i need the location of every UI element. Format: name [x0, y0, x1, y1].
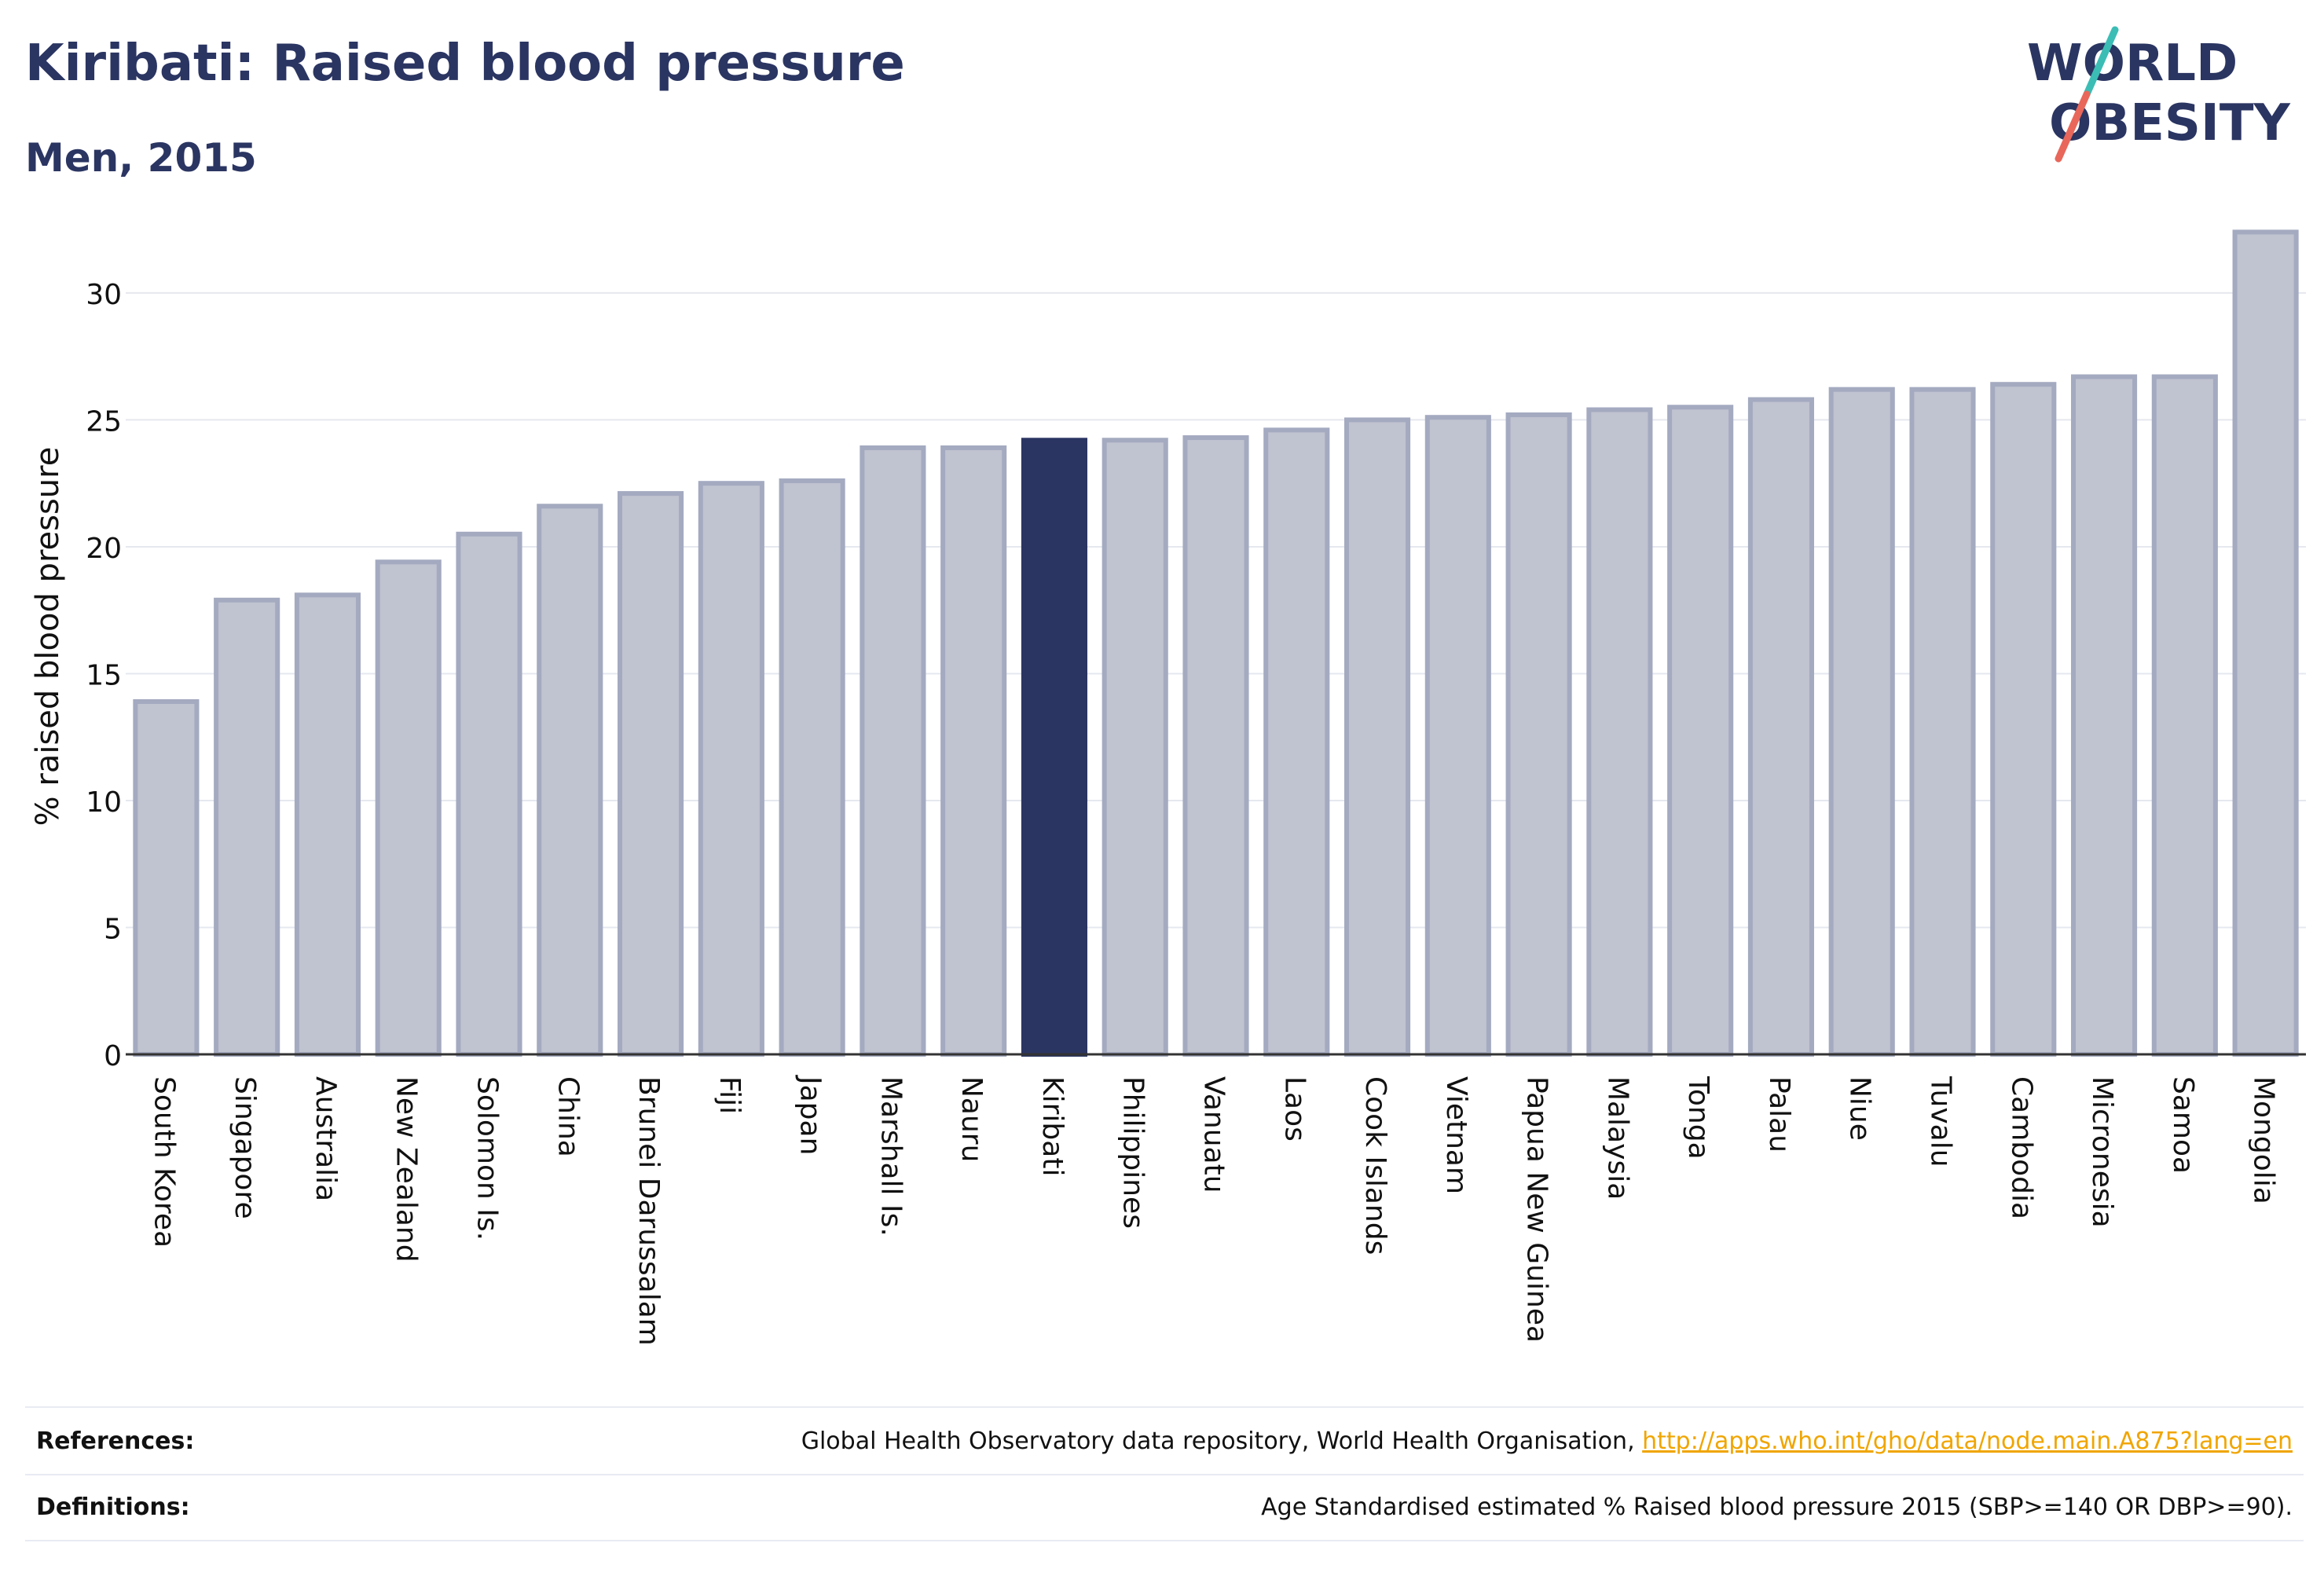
x-tick-label: New Zealand [390, 1076, 423, 1263]
bar-brunei-darussalam[interactable] [618, 491, 684, 1057]
x-tick-label: Philippines [1117, 1076, 1149, 1229]
chart-subtitle: Men, 2015 [25, 135, 257, 181]
x-tick-label: Australia [310, 1076, 342, 1201]
bar-palau[interactable] [1747, 397, 1815, 1057]
definitions-label: Definitions: [36, 1493, 190, 1521]
x-tick-label: Cambodia [2005, 1076, 2037, 1219]
y-tick-label: 10 [86, 786, 122, 819]
x-tick-label: Vietnam [1440, 1076, 1472, 1194]
logo-slash-bottom [2055, 90, 2091, 163]
references-row: References: Global Health Observatory da… [25, 1409, 2304, 1472]
x-tick-label: Papua New Guinea [1521, 1076, 1553, 1343]
bar-mongolia[interactable] [2232, 229, 2299, 1057]
x-axis: South Korea Singapore Australia New Zealand… [126, 1053, 2306, 1346]
definitions-row: Definitions: Age Standardised estimated … [25, 1475, 2304, 1538]
footer-rule-middle [25, 1474, 2304, 1475]
x-tick-label: Nauru [955, 1076, 988, 1162]
bar-vanuatu[interactable] [1182, 435, 1249, 1057]
x-tick-label: Marshall Is. [874, 1076, 907, 1237]
x-tick-label: Brunei Darussalam [632, 1076, 665, 1346]
references-link[interactable]: http://apps.who.int/gho/data/node.main.A… [1642, 1427, 2293, 1455]
y-axis-label: % raised blood pressure [30, 447, 66, 826]
x-tick-label: Solomon Is. [471, 1076, 504, 1241]
bars [133, 229, 2299, 1057]
bar-china[interactable] [537, 504, 603, 1057]
world-obesity-logo: WORLD OBESITY [2027, 26, 2290, 163]
bar-malaysia[interactable] [1586, 407, 1653, 1057]
bar-australia[interactable] [294, 592, 361, 1057]
x-tick-label: Kiribati [1036, 1076, 1069, 1176]
logo-line-1: WORLD [2027, 35, 2238, 93]
bar-cook-islands[interactable] [1344, 417, 1411, 1057]
x-tick-label: Samoa [2167, 1076, 2199, 1174]
x-tick-label: Niue [1844, 1076, 1876, 1141]
bar-new-zealand[interactable] [375, 559, 442, 1057]
x-tick-label: Vanuatu [1198, 1076, 1230, 1193]
x-tick-label: South Korea [148, 1076, 180, 1248]
x-tick-label: Japan [794, 1075, 827, 1155]
bar-vietnam[interactable] [1424, 415, 1491, 1057]
bar-cambodia[interactable] [1990, 382, 2057, 1057]
bar-niue[interactable] [1828, 387, 1895, 1057]
y-tick-label: 30 [86, 279, 122, 311]
footer-rule-bottom [25, 1540, 2304, 1541]
x-tick-label: Cook Islands [1359, 1076, 1391, 1255]
bar-laos[interactable] [1263, 427, 1330, 1057]
y-tick-label: 15 [86, 659, 122, 691]
x-tick-label: Malaysia [1601, 1076, 1633, 1200]
bar-chart: 0 5 10 15 20 25 30 South Korea Singapore Austral… [30, 229, 2306, 1346]
logo-slash-top [2083, 26, 2119, 98]
x-tick-label: Mongolia [2248, 1076, 2280, 1204]
y-tick-label: 0 [104, 1040, 122, 1072]
bar-south-korea[interactable] [133, 698, 200, 1057]
bar-marshall-is[interactable] [860, 445, 926, 1057]
x-tick-label: Fiji [713, 1076, 746, 1114]
x-tick-label: China [552, 1076, 584, 1157]
x-tick-label: Laos [1278, 1076, 1310, 1142]
bar-tonga[interactable] [1667, 405, 1734, 1057]
x-tick-label: Micronesia [2086, 1076, 2118, 1228]
bar-singapore[interactable] [214, 597, 280, 1057]
bar-fiji[interactable] [698, 481, 764, 1057]
bar-papua-new-guinea[interactable] [1505, 412, 1572, 1057]
bar-japan[interactable] [779, 478, 845, 1057]
references-label: References: [36, 1427, 195, 1455]
definitions-value: Age Standardised estimated % Raised bloo… [1261, 1493, 2293, 1521]
x-tick-label: Palau [1763, 1076, 1795, 1153]
y-tick-label: 5 [104, 913, 122, 945]
bar-solomon-is[interactable] [456, 531, 522, 1057]
y-tick-label: 25 [86, 405, 122, 438]
bar-kiribati[interactable] [1021, 438, 1088, 1057]
y-tick-label: 20 [86, 533, 122, 565]
x-tick-label: Tonga [1682, 1076, 1714, 1160]
bar-tuvalu[interactable] [1909, 387, 1976, 1057]
bar-philippines[interactable] [1102, 438, 1168, 1057]
bar-micronesia[interactable] [2071, 374, 2138, 1057]
footer-rule-top [25, 1406, 2304, 1408]
y-axis: 0 5 10 15 20 25 30 [86, 279, 122, 1072]
bar-samoa[interactable] [2151, 374, 2218, 1057]
references-text: Global Health Observatory data repositor… [801, 1427, 1643, 1455]
x-tick-label: Singapore [229, 1076, 261, 1219]
chart-title: Kiribati: Raised blood pressure [25, 35, 905, 93]
x-tick-label: Tuvalu [1925, 1076, 1957, 1167]
logo-line-2: OBESITY [2049, 94, 2290, 152]
references-value: Global Health Observatory data repositor… [801, 1428, 2304, 1455]
bar-nauru[interactable] [940, 445, 1007, 1057]
